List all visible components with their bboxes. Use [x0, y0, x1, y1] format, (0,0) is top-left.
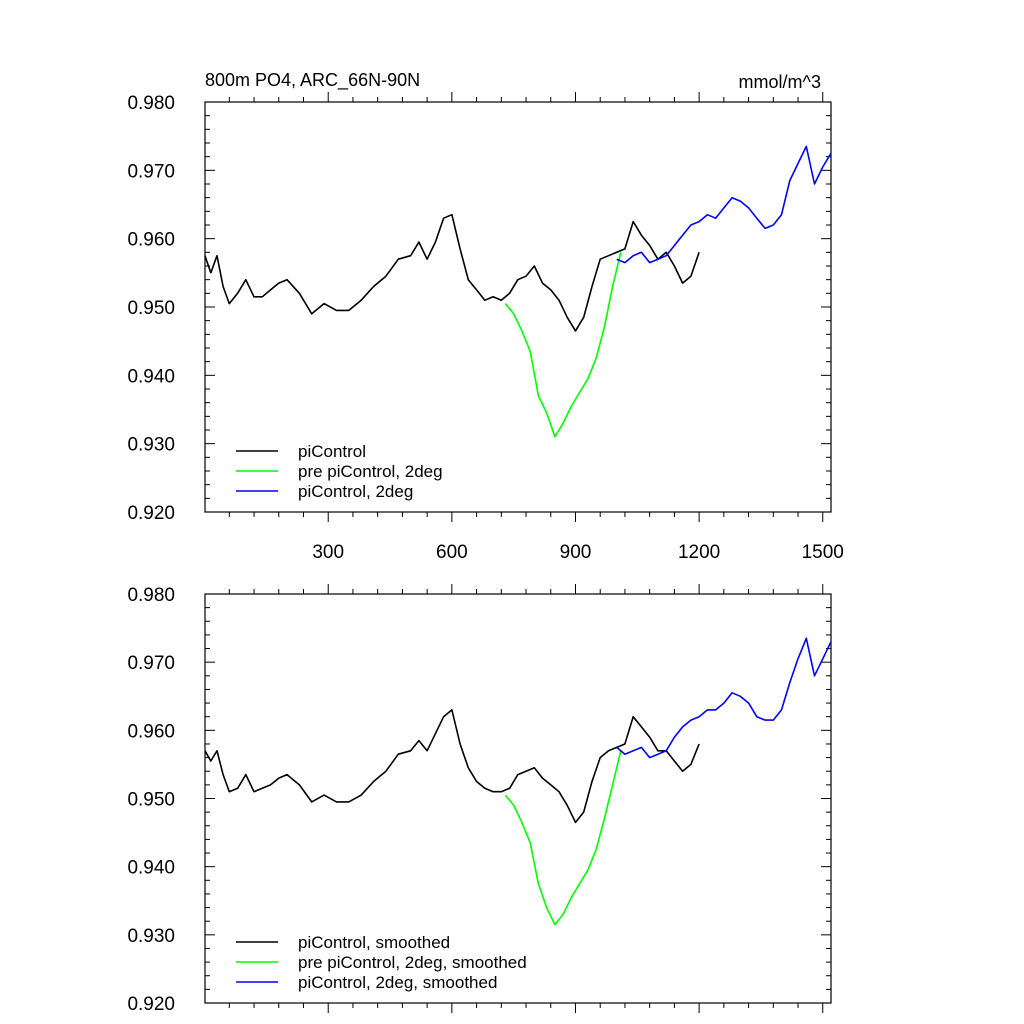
y-tick-label: 0.930 — [127, 926, 175, 947]
legend-label-1: pre piControl, 2deg, smoothed — [298, 953, 527, 972]
chart-title: 800m PO4, ARC_66N-90N — [205, 70, 420, 91]
series-line-0 — [204, 709, 700, 824]
y-tick-label: 0.950 — [127, 790, 175, 811]
y-tick-label: 0.930 — [127, 435, 175, 456]
y-tick-label: 0.970 — [127, 653, 175, 674]
y-tick-label: 0.940 — [127, 366, 175, 387]
x-tick-label: 300 — [312, 542, 344, 563]
legend-label-0: piControl — [298, 442, 366, 461]
x-tick-label: 900 — [560, 542, 592, 563]
series-line-2 — [616, 145, 832, 264]
y-tick-label: 0.920 — [127, 503, 175, 524]
units-label: mmol/m^3 — [739, 72, 821, 92]
top-panel: 0.920 0.930 0.940 0.950 0.960 0.970 0.980 300 60… — [127, 70, 843, 563]
series-line-1 — [504, 750, 622, 926]
x-tick-label: 600 — [436, 542, 468, 563]
y-tick-label: 0.940 — [127, 858, 175, 879]
legend-label-2: piControl, 2deg — [298, 482, 413, 501]
bottom-panel: 0.920 0.930 0.940 0.950 0.960 0.970 0.980 piCon… — [127, 584, 832, 1015]
series-line-2 — [616, 637, 832, 759]
y-tick-label: 0.980 — [127, 93, 175, 114]
legend-label-1: pre piControl, 2deg — [298, 462, 443, 481]
series-line-1 — [504, 252, 622, 438]
x-tick-label: 1200 — [678, 542, 720, 563]
y-tick-label: 0.960 — [127, 721, 175, 742]
y-tick-label: 0.950 — [127, 298, 175, 319]
series-line-0 — [204, 213, 700, 332]
y-tick-label: 0.970 — [127, 161, 175, 182]
x-tick-label: 1500 — [802, 542, 844, 563]
y-tick-label: 0.960 — [127, 230, 175, 251]
y-tick-label: 0.980 — [127, 585, 175, 606]
legend-label-2: piControl, 2deg, smoothed — [298, 973, 497, 992]
y-tick-label: 0.920 — [127, 994, 175, 1015]
legend-label-0: piControl, smoothed — [298, 933, 450, 952]
